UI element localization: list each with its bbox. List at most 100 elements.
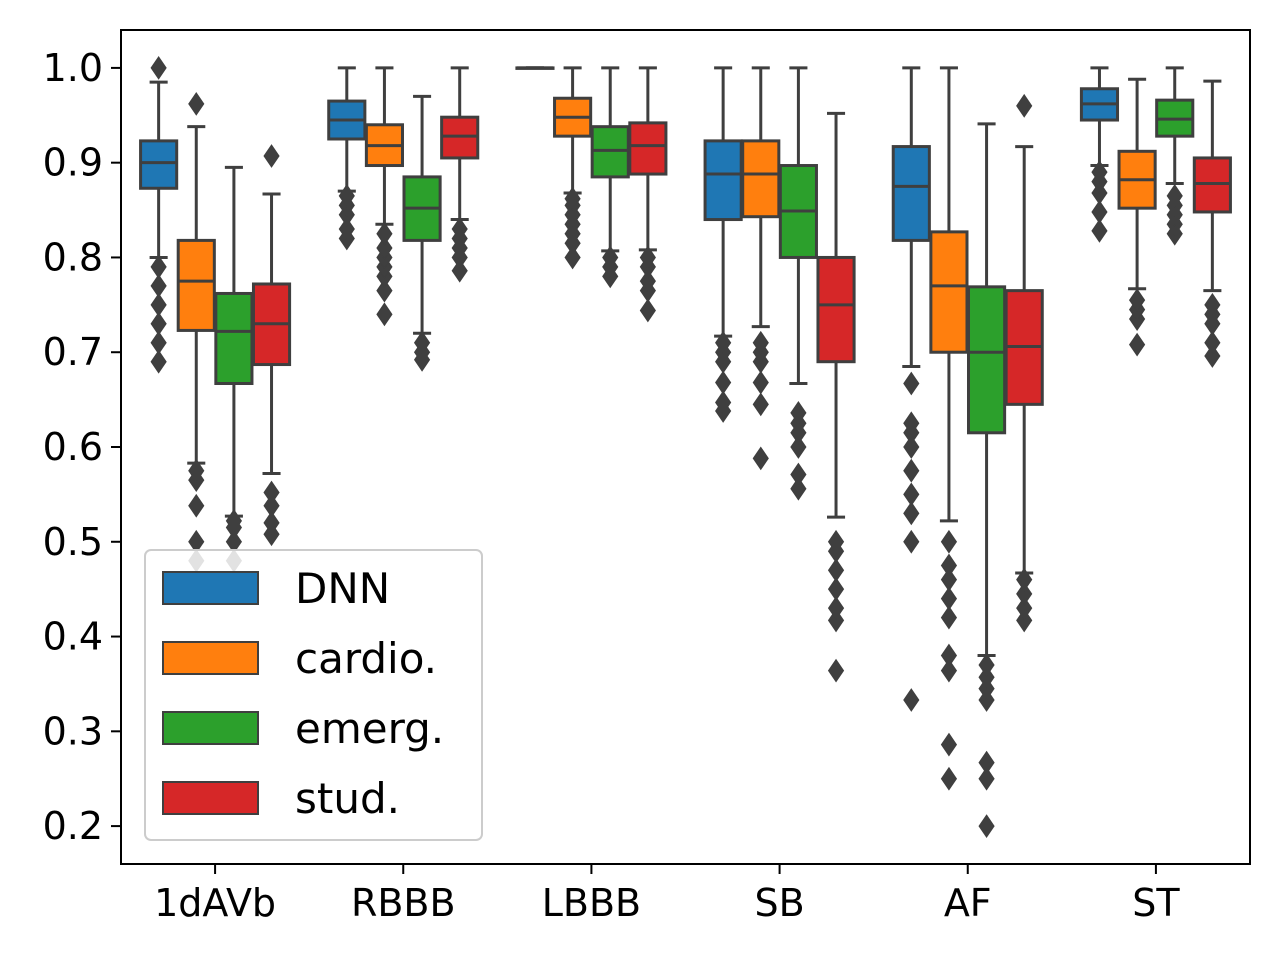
outlier-point bbox=[1128, 288, 1146, 312]
box-group bbox=[1155, 66, 1195, 246]
box-group bbox=[515, 66, 555, 70]
outlier-point bbox=[413, 330, 431, 355]
x-tick-label: ST bbox=[1132, 881, 1180, 925]
box-body bbox=[929, 230, 969, 354]
outlier-point bbox=[225, 509, 243, 533]
legend-label: DNN bbox=[295, 564, 390, 613]
outlier-point bbox=[639, 269, 656, 294]
outlier-point bbox=[940, 643, 958, 668]
y-tick-label: 0.3 bbox=[43, 709, 103, 753]
outlier-point bbox=[602, 245, 619, 270]
outlier-point bbox=[451, 258, 468, 283]
outlier-point bbox=[827, 529, 845, 554]
box-body bbox=[891, 145, 931, 242]
legend-swatch bbox=[162, 571, 259, 605]
outlier-point bbox=[1204, 292, 1221, 317]
outlier-point bbox=[978, 814, 995, 838]
outlier-point bbox=[827, 658, 845, 683]
y-tick-label: 0.4 bbox=[43, 615, 103, 659]
outlier-point bbox=[639, 298, 656, 323]
outlier-point bbox=[1166, 183, 1183, 208]
outlier-point bbox=[903, 435, 920, 459]
outlier-point bbox=[150, 273, 167, 298]
outlier-point bbox=[188, 458, 205, 483]
box-group bbox=[176, 92, 216, 573]
outlier-point bbox=[150, 349, 167, 374]
box-body bbox=[628, 121, 668, 176]
outlier-point bbox=[978, 750, 995, 775]
y-tick-label: 0.7 bbox=[43, 330, 103, 374]
y-tick-label: 0.6 bbox=[43, 425, 103, 469]
outlier-point bbox=[1128, 332, 1146, 357]
box-group bbox=[929, 66, 969, 791]
outlier-point bbox=[1091, 200, 1108, 224]
outlier-point bbox=[790, 400, 807, 425]
outlier-point bbox=[715, 370, 732, 395]
outlier-point bbox=[827, 558, 845, 583]
box-body bbox=[139, 139, 179, 190]
x-tick-label: SB bbox=[754, 881, 804, 925]
outlier-point bbox=[451, 217, 468, 241]
y-tick-label: 0.5 bbox=[43, 520, 103, 564]
outlier-point bbox=[790, 435, 807, 459]
outlier-point bbox=[903, 688, 920, 712]
box-group bbox=[778, 66, 818, 501]
y-tick-label: 0.8 bbox=[43, 235, 103, 279]
box-body bbox=[176, 238, 216, 332]
outlier-point bbox=[150, 292, 167, 317]
outlier-point bbox=[150, 56, 167, 80]
outlier-point bbox=[1016, 93, 1033, 118]
outlier-point bbox=[903, 411, 920, 436]
box-group bbox=[1004, 93, 1044, 633]
legend-label: cardio. bbox=[295, 634, 437, 683]
outlier-point bbox=[978, 653, 995, 677]
outlier-point bbox=[263, 493, 280, 518]
outlier-point bbox=[903, 501, 920, 526]
box-group bbox=[214, 165, 254, 573]
legend-swatch bbox=[162, 781, 259, 815]
outlier-point bbox=[978, 766, 995, 791]
outlier-point bbox=[827, 577, 845, 602]
box-group bbox=[139, 56, 179, 374]
outlier-point bbox=[940, 732, 958, 757]
x-tick-label: LBBB bbox=[542, 881, 641, 925]
outlier-point bbox=[903, 482, 920, 507]
outlier-point bbox=[564, 245, 581, 270]
outlier-point bbox=[752, 446, 769, 471]
box-group bbox=[590, 66, 630, 289]
plot-layer bbox=[139, 56, 1232, 838]
outlier-point bbox=[940, 766, 958, 791]
outlier-point bbox=[715, 330, 732, 355]
outlier-point bbox=[940, 658, 958, 683]
box-body bbox=[967, 285, 1007, 435]
outlier-point bbox=[752, 392, 769, 417]
outlier-point bbox=[1016, 567, 1033, 592]
x-tick-label: AF bbox=[944, 881, 992, 925]
box-group bbox=[327, 66, 367, 251]
outlier-point bbox=[940, 586, 958, 611]
outlier-point bbox=[827, 596, 845, 621]
outlier-point bbox=[940, 567, 958, 592]
box-group bbox=[816, 111, 856, 683]
box-group bbox=[967, 122, 1007, 838]
outlier-point bbox=[903, 371, 920, 396]
outlier-point bbox=[150, 330, 167, 355]
outlier-point bbox=[564, 186, 581, 211]
outlier-point bbox=[940, 529, 958, 554]
outlier-point bbox=[752, 370, 769, 395]
legend-label: emerg. bbox=[295, 704, 444, 753]
outlier-point bbox=[150, 311, 167, 336]
outlier-point bbox=[752, 330, 769, 355]
outlier-point bbox=[1204, 344, 1221, 368]
box-body bbox=[816, 255, 856, 364]
y-tick-label: 0.9 bbox=[43, 141, 103, 185]
outlier-point bbox=[1204, 330, 1221, 355]
legend-swatch bbox=[162, 641, 259, 675]
box-body bbox=[741, 139, 781, 219]
outlier-point bbox=[715, 390, 732, 415]
outlier-point bbox=[790, 462, 807, 487]
box-body bbox=[703, 139, 743, 222]
outlier-point bbox=[188, 92, 205, 116]
